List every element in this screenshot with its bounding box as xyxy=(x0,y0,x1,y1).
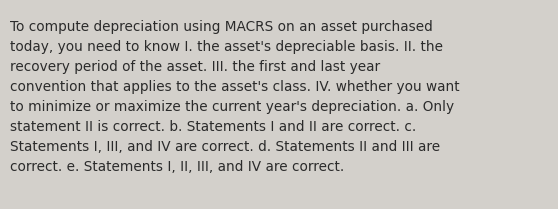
Text: recovery period of the asset. III. the first and last year: recovery period of the asset. III. the f… xyxy=(10,60,380,74)
Text: convention that applies to the asset's class. IV. whether you want: convention that applies to the asset's c… xyxy=(10,80,460,94)
Text: today, you need to know I. the asset's depreciable basis. II. the: today, you need to know I. the asset's d… xyxy=(10,40,443,54)
Text: correct. e. Statements I, II, III, and IV are correct.: correct. e. Statements I, II, III, and I… xyxy=(10,160,344,174)
Text: statement II is correct. b. Statements I and II are correct. c.: statement II is correct. b. Statements I… xyxy=(10,120,416,134)
Text: to minimize or maximize the current year's depreciation. a. Only: to minimize or maximize the current year… xyxy=(10,100,454,114)
Text: Statements I, III, and IV are correct. d. Statements II and III are: Statements I, III, and IV are correct. d… xyxy=(10,140,440,154)
Text: To compute depreciation using MACRS on an asset purchased: To compute depreciation using MACRS on a… xyxy=(10,20,433,34)
